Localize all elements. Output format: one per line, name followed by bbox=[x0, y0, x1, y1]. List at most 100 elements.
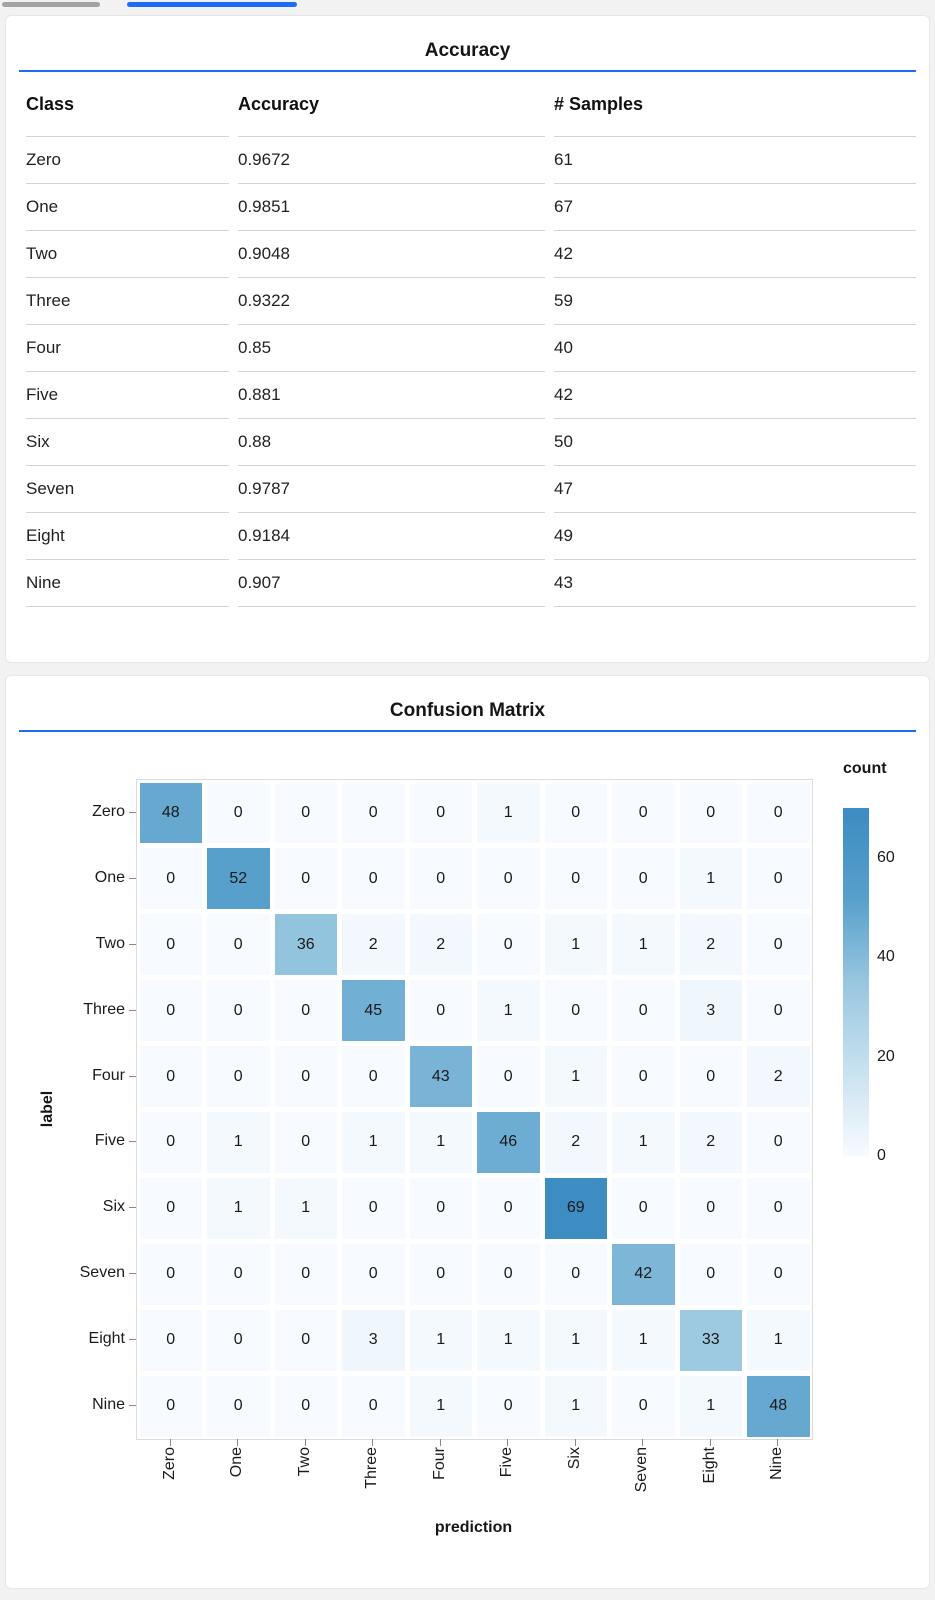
heatmap-cell: 0 bbox=[205, 1044, 273, 1110]
heatmap-cell: 2 bbox=[340, 912, 408, 978]
heatmap-cell: 0 bbox=[137, 846, 205, 912]
confusion-matrix-chart: 48 0 0 0 0 1 0 0 0 0 0 52 0 0 0 0 0 0 1 0 0 0 36 2 2 0 1 1 2 0 0 0 0 45 0 1… bbox=[6, 734, 931, 1584]
heatmap-cell-value: 0 bbox=[544, 782, 607, 844]
x-axis-label: Five bbox=[498, 1447, 516, 1478]
axis-tick bbox=[574, 1439, 576, 1446]
confusion-matrix-panel: Confusion Matrix 48 0 0 0 0 1 0 0 0 0 0 52 0 0 0 0 0 0 1 0 0… bbox=[5, 675, 930, 1589]
heatmap-cell: 3 bbox=[340, 1307, 408, 1373]
heatmap-cell-value: 0 bbox=[274, 848, 337, 910]
heatmap-cell-value: 0 bbox=[274, 1243, 337, 1305]
heatmap-cell: 0 bbox=[340, 1241, 408, 1307]
heatmap-cell-value: 1 bbox=[342, 1112, 405, 1173]
heatmap-cell-value: 2 bbox=[679, 914, 742, 976]
heatmap-cell-value: 2 bbox=[544, 1112, 607, 1173]
heatmap-cell-value: 0 bbox=[477, 1375, 540, 1437]
heatmap-cell-value: 0 bbox=[207, 914, 270, 976]
heatmap-cell: 0 bbox=[407, 1175, 475, 1241]
heatmap-cell-value: 1 bbox=[409, 1112, 472, 1173]
heatmap-cell-value: 1 bbox=[544, 1046, 607, 1107]
heatmap-cell-value: 1 bbox=[207, 1112, 270, 1173]
table-cell-samples: 67 bbox=[554, 184, 916, 231]
heatmap-cell-value: 1 bbox=[477, 1309, 540, 1371]
legend-tick-label: 0 bbox=[877, 1147, 886, 1164]
heatmap-cell-value: 0 bbox=[747, 848, 810, 910]
y-axis-label: Zero bbox=[92, 802, 125, 820]
heatmap-cell: 0 bbox=[137, 1044, 205, 1110]
heatmap-cell: 1 bbox=[205, 1110, 273, 1176]
heatmap-cell: 52 bbox=[205, 846, 273, 912]
heatmap-cell-value: 0 bbox=[409, 1243, 472, 1305]
heatmap-cell-value: 0 bbox=[612, 1177, 675, 1239]
heatmap-cell: 0 bbox=[272, 978, 340, 1044]
heatmap-cell: 1 bbox=[677, 846, 745, 912]
legend-gradient bbox=[843, 808, 869, 1156]
heatmap-cell: 0 bbox=[205, 1241, 273, 1307]
table-cell-class: Nine bbox=[26, 560, 229, 607]
axis-tick bbox=[129, 1339, 136, 1341]
heatmap-cell: 0 bbox=[407, 780, 475, 846]
heatmap-cell-value: 3 bbox=[342, 1309, 405, 1371]
heatmap-cell-value: 0 bbox=[679, 782, 742, 844]
axis-tick bbox=[237, 1439, 239, 1446]
heatmap-cell: 0 bbox=[610, 978, 678, 1044]
heatmap-cell-value: 0 bbox=[544, 1243, 607, 1305]
heatmap-cell-value: 69 bbox=[544, 1177, 607, 1239]
heatmap-cell: 0 bbox=[137, 1307, 205, 1373]
heatmap-cell-value: 0 bbox=[477, 1046, 540, 1107]
heatmap-cell-value: 0 bbox=[679, 1243, 742, 1305]
heatmap-cell-value: 2 bbox=[342, 914, 405, 976]
axis-tick bbox=[129, 811, 136, 813]
heatmap-cell: 0 bbox=[677, 780, 745, 846]
heatmap-cell-value: 43 bbox=[409, 1046, 472, 1107]
heatmap-cell: 0 bbox=[542, 978, 610, 1044]
heatmap-cell: 0 bbox=[610, 1175, 678, 1241]
heatmap-cell: 0 bbox=[340, 846, 408, 912]
heatmap-cell-value: 42 bbox=[612, 1243, 675, 1305]
heatmap-cell-value: 0 bbox=[274, 1046, 337, 1107]
heatmap-cell: 1 bbox=[475, 780, 543, 846]
heatmap-cell: 0 bbox=[542, 846, 610, 912]
heatmap-cell-value: 36 bbox=[274, 914, 337, 976]
table-cell-accuracy: 0.88 bbox=[238, 419, 545, 466]
y-axis-label: Four bbox=[92, 1066, 125, 1084]
title-underline bbox=[19, 730, 916, 732]
y-axis-label: Seven bbox=[79, 1264, 125, 1282]
heatmap-cell-value: 48 bbox=[747, 1375, 810, 1437]
table-cell-class: One bbox=[26, 184, 229, 231]
heatmap-cell-value: 1 bbox=[544, 914, 607, 976]
heatmap-cell: 1 bbox=[475, 978, 543, 1044]
axis-tick bbox=[129, 1141, 136, 1143]
heatmap-cell: 0 bbox=[745, 780, 813, 846]
table-cell-samples: 61 bbox=[554, 137, 916, 184]
heatmap-cell-value: 0 bbox=[342, 848, 405, 910]
legend-tick-label: 60 bbox=[877, 848, 895, 866]
table-cell-class: Six bbox=[26, 419, 229, 466]
heatmap-cell-value: 0 bbox=[342, 1177, 405, 1239]
table-cell-samples: 43 bbox=[554, 560, 916, 607]
heatmap-cell-value: 1 bbox=[477, 980, 540, 1042]
x-axis-label: Four bbox=[430, 1447, 448, 1480]
heatmap-cell: 1 bbox=[475, 1307, 543, 1373]
heatmap-cell-value: 0 bbox=[139, 1375, 202, 1437]
heatmap-cell: 1 bbox=[407, 1110, 475, 1176]
heatmap-cell: 1 bbox=[745, 1307, 813, 1373]
heatmap-cell-value: 1 bbox=[409, 1309, 472, 1371]
x-axis-label: Eight bbox=[700, 1447, 718, 1484]
column-header-accuracy: Accuracy bbox=[238, 72, 545, 137]
heatmap-cell: 0 bbox=[272, 1241, 340, 1307]
axis-tick bbox=[642, 1439, 644, 1446]
title-underline bbox=[19, 70, 916, 72]
heatmap-cell: 0 bbox=[745, 1241, 813, 1307]
heatmap-cell: 2 bbox=[677, 1110, 745, 1176]
heatmap-cell: 69 bbox=[542, 1175, 610, 1241]
x-axis-label: One bbox=[228, 1447, 246, 1478]
heatmap-cell-value: 0 bbox=[207, 1243, 270, 1305]
heatmap-cell-value: 0 bbox=[409, 1177, 472, 1239]
heatmap-cell-value: 0 bbox=[139, 914, 202, 976]
heatmap-cell: 1 bbox=[205, 1175, 273, 1241]
heatmap-cell-value: 48 bbox=[139, 782, 202, 844]
heatmap-cell: 0 bbox=[542, 780, 610, 846]
heatmap-cell: 0 bbox=[340, 1175, 408, 1241]
heatmap-cell: 0 bbox=[205, 1307, 273, 1373]
